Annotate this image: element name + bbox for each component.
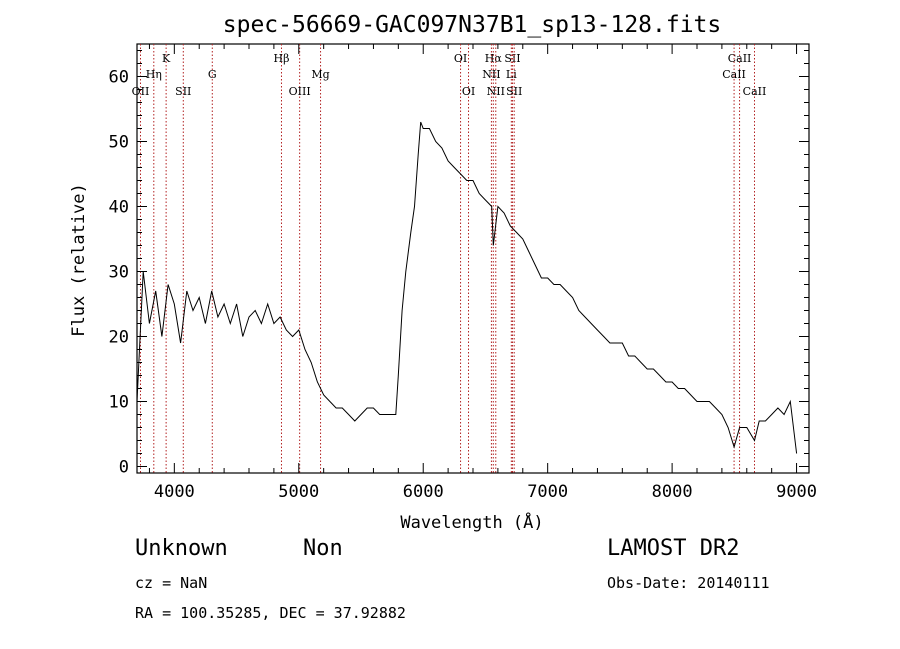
cz-value: cz = NaN [135, 574, 208, 592]
line-marker-label: NII [487, 85, 505, 98]
line-marker-label: G [208, 68, 217, 81]
y-tick-label: 50 [109, 133, 129, 153]
spectrum-chart: spec-56669-GAC097N37B1_sp13-128.fits OII… [69, 12, 817, 533]
y-tick-label: 10 [109, 393, 129, 413]
plot-frame [136, 43, 810, 474]
line-marker-label: Li [506, 68, 517, 81]
line-marker-label: CaII [722, 68, 746, 81]
chart-title: spec-56669-GAC097N37B1_sp13-128.fits [223, 12, 722, 38]
y-tick-label: 40 [109, 198, 129, 218]
x-axis-label: Wavelength (Å) [400, 511, 543, 533]
coordinates-value: RA = 100.35285, DEC = 37.92882 [135, 604, 406, 622]
line-marker-label: NII [482, 68, 500, 81]
x-tick-label: 7000 [527, 482, 568, 502]
line-marker-label: SII [504, 52, 520, 65]
spectrum-series-line [136, 121, 798, 454]
x-tick-label: 9000 [776, 482, 817, 502]
x-tick-label: 8000 [652, 482, 693, 502]
line-marker-label: OII [132, 85, 150, 98]
y-tick-label: 30 [109, 263, 129, 283]
line-marker-label: Hα [485, 52, 503, 65]
line-marker-label: SII [506, 85, 522, 98]
line-marker-label: CaII [728, 52, 752, 65]
line-marker-label: SII [175, 85, 191, 98]
survey-label: LAMOST DR2 [607, 536, 740, 561]
y-tick-label: 0 [119, 458, 129, 478]
x-tick-label: 4000 [154, 482, 195, 502]
line-marker-label: OI [462, 85, 475, 98]
subclass-label: Non [303, 536, 343, 561]
line-marker-label: Mg [311, 68, 329, 81]
line-marker-label: Hβ [274, 52, 290, 65]
obs-date-value: Obs-Date: 20140111 [607, 574, 770, 592]
class-label: Unknown [135, 536, 228, 561]
line-markers: OIIHηKSIIGHβOIIIMgOIOIHαNIINIISIILiSIICa… [132, 44, 767, 473]
x-tick-label: 6000 [403, 482, 444, 502]
line-marker-label: CaII [743, 85, 767, 98]
y-tick-label: 60 [109, 68, 129, 88]
line-marker-label: Hη [146, 68, 162, 81]
line-marker-label: K [162, 52, 171, 65]
y-tick-label: 20 [109, 328, 129, 348]
line-marker-label: OI [454, 52, 467, 65]
axis-ticks: 4000 5000 6000 7000 8000 9000 0 10 20 30 40 50 60 [109, 44, 817, 502]
x-tick-label: 5000 [278, 482, 319, 502]
line-marker-label: OIII [289, 85, 311, 98]
y-axis-label: Flux (relative) [69, 183, 89, 337]
